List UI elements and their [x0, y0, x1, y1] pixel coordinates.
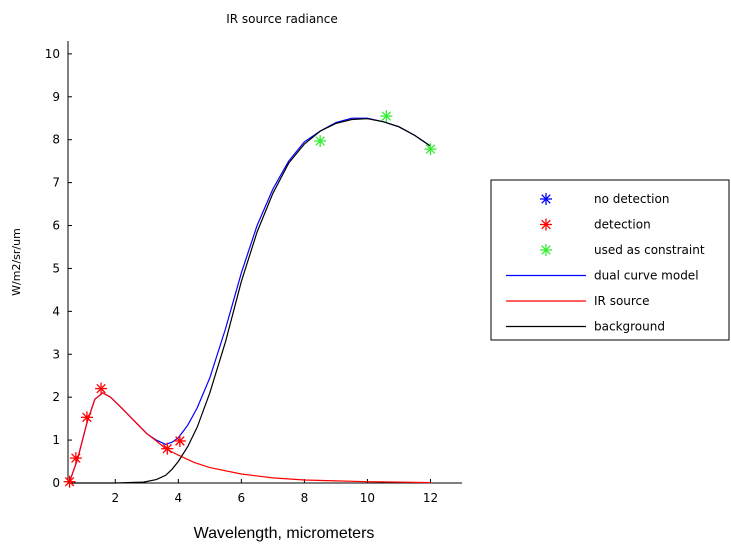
y-tick-label: 9	[52, 90, 60, 104]
y-tick-label: 1	[52, 433, 60, 447]
legend-marker-no-detection	[540, 193, 552, 205]
legend-label-background: background	[594, 320, 665, 334]
legend: no detection detection used as constraint d…	[490, 179, 730, 341]
x-axis-label: Wavelength, micrometers	[194, 525, 375, 542]
marker-used-as-constraint	[314, 134, 327, 147]
y-tick-label: 5	[52, 261, 60, 275]
y-tick-label: 6	[52, 219, 60, 233]
series-line-ir-source	[69, 392, 431, 484]
y-tick-label: 7	[52, 176, 60, 190]
chart-title: IR source radiance	[226, 12, 338, 26]
marker-detection	[95, 382, 108, 395]
series-markers	[63, 110, 437, 488]
marker-detection	[173, 434, 186, 447]
y-tick-label: 4	[52, 304, 60, 318]
series-lines	[69, 117, 431, 484]
marker-detection	[69, 452, 82, 465]
x-tick-label: 8	[301, 491, 309, 505]
marker-used-as-constraint	[424, 143, 437, 156]
legend-label-dual-curve-model: dual curve model	[594, 269, 699, 283]
x-tick-label: 12	[423, 491, 438, 505]
marker-detection	[161, 442, 174, 455]
plot-area	[67, 41, 462, 484]
legend-box	[490, 179, 730, 341]
x-tick-label: 4	[174, 491, 182, 505]
series-line-dual-curve-model	[69, 117, 431, 482]
x-tick-label: 6	[238, 491, 246, 505]
y-tick-label: 3	[52, 347, 60, 361]
y-tick-label: 0	[52, 476, 60, 490]
legend-label-detection: detection	[594, 218, 651, 232]
marker-used-as-constraint	[380, 110, 393, 123]
legend-marker-used-as-constraint	[540, 244, 552, 256]
marker-detection	[80, 411, 93, 424]
x-tick-label: 10	[360, 491, 375, 505]
legend-label-no-detection: no detection	[594, 192, 669, 206]
marker-detection	[63, 475, 76, 488]
y-tick-label: 10	[45, 47, 60, 61]
y-tick-label: 8	[52, 133, 60, 147]
legend-label-ir-source: IR source	[594, 294, 650, 308]
series-line-background	[69, 118, 431, 484]
y-ticks: 0 1 2 3 4 5 6 7 8 9 10	[45, 47, 72, 490]
x-tick-label: 2	[111, 491, 119, 505]
y-tick-label: 2	[52, 390, 60, 404]
y-axis-label: W/m2/sr/um	[10, 228, 23, 296]
legend-marker-detection	[540, 218, 552, 231]
legend-label-used-as-constraint: used as constraint	[594, 243, 705, 257]
